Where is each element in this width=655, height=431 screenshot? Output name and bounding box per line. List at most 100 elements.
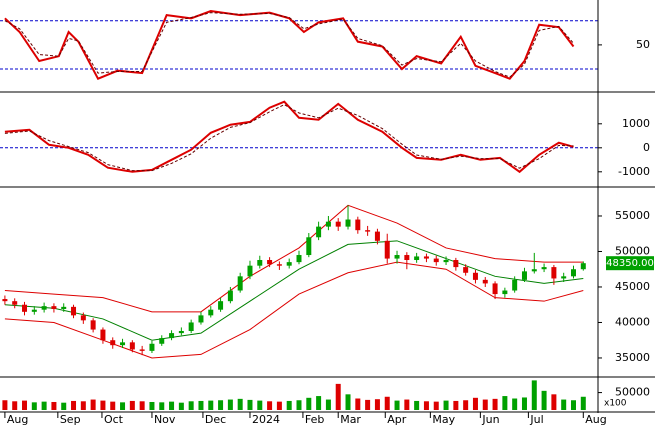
x-tick-label: May: [432, 413, 455, 426]
volume-bar: [120, 402, 126, 410]
candle-body: [423, 256, 429, 259]
x-tick-label: Mar: [340, 413, 361, 426]
x-tick-label: Jun: [481, 413, 499, 426]
candle-body: [257, 259, 263, 266]
volume-bar: [22, 400, 28, 410]
indicator-line: [4, 100, 574, 174]
y-tick-label: 50: [636, 38, 650, 51]
volume-bar: [51, 401, 57, 410]
candle-body: [247, 265, 253, 277]
x-tick-label: Sep: [60, 413, 81, 426]
volume-bar: [443, 400, 449, 410]
volume-bar: [198, 400, 204, 410]
x-tick-label: Nov: [154, 413, 176, 426]
candle-body: [267, 259, 273, 265]
volume-bar: [580, 396, 586, 410]
volume-bar: [208, 400, 214, 410]
candle-body: [296, 255, 302, 263]
candle-body: [570, 269, 576, 277]
volume-bar: [492, 398, 498, 410]
candle-body: [71, 306, 77, 316]
volume-bar: [71, 400, 77, 410]
candle-body: [100, 329, 106, 341]
y-tick-label: -1000: [618, 165, 650, 178]
y-tick-label: 1000: [622, 117, 650, 130]
x-tick-label: Aug: [7, 413, 28, 426]
candle-body: [580, 263, 586, 270]
volume-bar: [512, 398, 518, 410]
volume-bar: [541, 390, 547, 410]
candle-body: [384, 240, 390, 259]
volume-bar: [139, 401, 145, 410]
indicator-line: [4, 10, 575, 80]
volume-bar: [41, 401, 47, 410]
volume-bar: [247, 399, 253, 410]
candle-body: [335, 221, 341, 227]
volume-bar: [433, 401, 439, 410]
candle-body: [463, 267, 469, 273]
volume-bar: [61, 402, 67, 410]
volume-bar: [394, 400, 400, 410]
candle-body: [531, 269, 537, 272]
volume-bar: [374, 399, 380, 410]
volume-bar: [316, 396, 322, 410]
last-price-label: 48350.00: [606, 258, 654, 269]
x-tick-label: Dec: [205, 413, 226, 426]
volume-bar: [227, 399, 233, 410]
candle-body: [521, 271, 527, 280]
candle-body: [120, 342, 126, 346]
y-tick-label: 35000: [615, 351, 650, 364]
candle-body: [414, 256, 420, 260]
candle-body: [394, 255, 400, 259]
candle-body: [492, 283, 498, 295]
volume-bar: [521, 397, 527, 410]
volume-bar: [188, 401, 194, 410]
volume-bar: [218, 400, 224, 410]
volume-bar: [551, 394, 557, 410]
volume-bar: [31, 402, 37, 410]
candle-body: [551, 267, 557, 279]
volume-bar: [463, 400, 469, 410]
candle-body: [178, 330, 184, 334]
volume-bar: [159, 402, 165, 410]
candle-body: [276, 264, 282, 266]
candle-body: [453, 259, 459, 268]
candle-body: [31, 309, 37, 312]
indicator-line: [4, 104, 574, 172]
volume-bar: [306, 397, 312, 410]
volume-bar: [169, 401, 175, 410]
volume-bar: [423, 401, 429, 410]
y-tick-label: 55000: [615, 209, 650, 222]
candle-body: [188, 322, 194, 331]
candle-body: [208, 309, 214, 316]
last-price-box: [606, 256, 654, 271]
candle-body: [110, 340, 116, 346]
candle-body: [404, 255, 410, 260]
volume-bar: [325, 399, 331, 410]
volume-bar: [257, 400, 263, 410]
candle-body: [502, 290, 508, 295]
candle-body: [90, 320, 96, 330]
volume-bar: [178, 402, 184, 410]
candle-body: [345, 219, 351, 227]
candle-body: [286, 262, 292, 266]
volume-bar: [80, 401, 86, 410]
volume-bar: [100, 400, 106, 410]
candle-body: [149, 343, 155, 351]
volume-bar: [267, 401, 273, 410]
volume-bar: [404, 399, 410, 410]
y-tick-label: 45000: [615, 280, 650, 293]
volume-bar: [335, 383, 341, 410]
candle-body: [443, 259, 449, 263]
candle-body: [12, 301, 18, 305]
volume-bar: [12, 401, 18, 410]
volume-bar: [414, 400, 420, 410]
volume-bar: [453, 400, 459, 410]
volume-bar: [110, 401, 116, 410]
candle-body: [306, 237, 312, 256]
x-tick-label: Apr: [387, 413, 407, 426]
candle-body: [482, 279, 488, 284]
volume-bar: [237, 398, 243, 410]
